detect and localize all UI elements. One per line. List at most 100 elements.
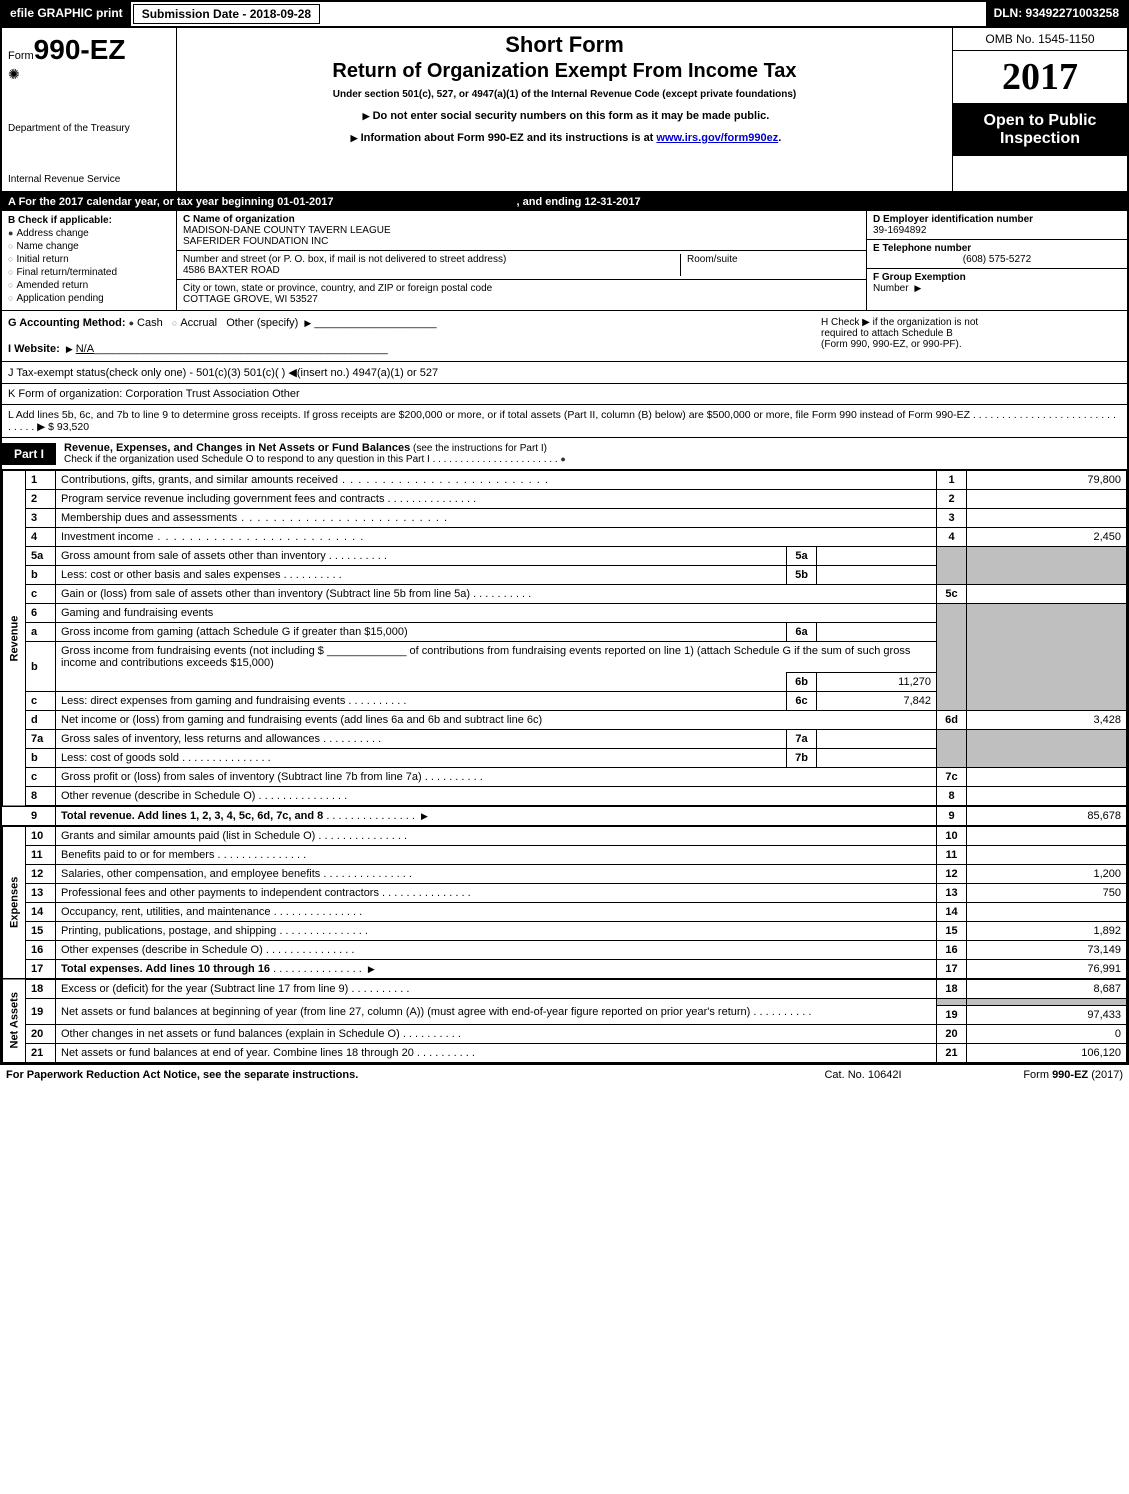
footer-right: Form 990-EZ (2017): [963, 1069, 1123, 1081]
line-10-value: [967, 826, 1127, 846]
dept-treasury: Department of the Treasury: [8, 123, 170, 134]
footer-left: For Paperwork Reduction Act Notice, see …: [6, 1069, 763, 1081]
section-c-label: C Name of organization: [183, 214, 860, 225]
part-i-sub: (see the instructions for Part I): [410, 443, 547, 454]
line-3-value: [967, 509, 1127, 528]
schedule-o-check[interactable]: [560, 454, 568, 465]
table-row: 8 Other revenue (describe in Schedule O)…: [3, 787, 1127, 807]
line-8-value: [967, 787, 1127, 807]
website-value: N/A: [76, 343, 94, 355]
line-5b-value: [817, 566, 937, 585]
check-initial-return[interactable]: Initial return: [8, 254, 170, 265]
line-18-value: 8,687: [967, 979, 1127, 999]
table-row: Net Assets 18 Excess or (deficit) for th…: [3, 979, 1127, 999]
check-application-pending[interactable]: Application pending: [8, 293, 170, 304]
line-12-value: 1,200: [967, 865, 1127, 884]
part-i-table: Revenue 1 Contributions, gifts, grants, …: [2, 470, 1127, 1063]
section-h: H Check ▶ if the organization is not req…: [821, 317, 1121, 355]
table-row: c Gain or (loss) from sale of assets oth…: [3, 585, 1127, 604]
table-row: 13 Professional fees and other payments …: [3, 884, 1127, 903]
form-number: 990-EZ: [34, 34, 126, 65]
page-footer: For Paperwork Reduction Act Notice, see …: [0, 1065, 1129, 1085]
table-row: 6 Gaming and fundraising events: [3, 604, 1127, 623]
check-address-change[interactable]: Address change: [8, 228, 170, 239]
table-row: 20 Other changes in net assets or fund b…: [3, 1025, 1127, 1044]
check-name-change[interactable]: Name change: [8, 241, 170, 252]
line-6c-value: 7,842: [817, 692, 937, 711]
section-f-label: F Group Exemption: [873, 272, 966, 283]
org-name-1: MADISON-DANE COUNTY TAVERN LEAGUE: [183, 225, 860, 236]
line-6b-value: 11,270: [817, 673, 937, 692]
table-row: 16 Other expenses (describe in Schedule …: [3, 941, 1127, 960]
line-13-value: 750: [967, 884, 1127, 903]
table-row: 11 Benefits paid to or for members 11: [3, 846, 1127, 865]
line-6a-value: [817, 623, 937, 642]
return-title: Return of Organization Exempt From Incom…: [185, 60, 944, 83]
line-2-value: [967, 490, 1127, 509]
section-g: G Accounting Method: Cash Accrual Other …: [8, 317, 821, 329]
ein-value: 39-1694892: [873, 225, 1121, 236]
dln-label: DLN: 93492271003258: [986, 2, 1127, 26]
line-4-value: 2,450: [967, 528, 1127, 547]
table-row: d Net income or (loss) from gaming and f…: [3, 711, 1127, 730]
table-row: 14 Occupancy, rent, utilities, and maint…: [3, 903, 1127, 922]
org-name-2: SAFERIDER FOUNDATION INC: [183, 236, 860, 247]
tax-year: 2017: [953, 51, 1127, 104]
line-7b-value: [817, 749, 937, 768]
table-row: 15 Printing, publications, postage, and …: [3, 922, 1127, 941]
netassets-sidelabel: Net Assets: [3, 979, 26, 1063]
check-final-return[interactable]: Final return/terminated: [8, 267, 170, 278]
line-6d-value: 3,428: [967, 711, 1127, 730]
top-bar: efile GRAPHIC print Submission Date - 20…: [2, 2, 1127, 28]
table-row: 2 Program service revenue including gove…: [3, 490, 1127, 509]
line-9-value: 85,678: [967, 806, 1127, 826]
check-amended-return[interactable]: Amended return: [8, 280, 170, 291]
section-a-taxyear: A For the 2017 calendar year, or tax yea…: [2, 193, 1127, 211]
phone-value: (608) 575-5272: [873, 254, 1121, 265]
line-7a-value: [817, 730, 937, 749]
form-word: Form: [8, 50, 34, 62]
info-link-line: Information about Form 990-EZ and its in…: [185, 132, 944, 144]
part-i-title: Revenue, Expenses, and Changes in Net As…: [64, 442, 410, 454]
part-i-header: Part I Revenue, Expenses, and Changes in…: [2, 438, 1127, 470]
section-i: I Website: N/A__________________________…: [8, 343, 821, 355]
check-cash[interactable]: Cash: [129, 317, 163, 329]
open-to-public: Open to Public Inspection: [953, 104, 1127, 156]
table-row: 3 Membership dues and assessments 3: [3, 509, 1127, 528]
expenses-sidelabel: Expenses: [3, 826, 26, 979]
room-label: Room/suite: [687, 254, 860, 265]
line-5a-value: [817, 547, 937, 566]
street-value: 4586 BAXTER ROAD: [183, 265, 680, 276]
ssn-warning: Do not enter social security numbers on …: [185, 110, 944, 122]
line-17-value: 76,991: [967, 960, 1127, 980]
table-row: 19 Net assets or fund balances at beginn…: [3, 999, 1127, 1006]
identity-block: B Check if applicable: Address change Na…: [2, 211, 1127, 311]
section-d-label: D Employer identification number: [873, 214, 1121, 225]
table-row: 7a Gross sales of inventory, less return…: [3, 730, 1127, 749]
submission-date: Submission Date - 2018-09-28: [133, 4, 320, 24]
table-row: 5a Gross amount from sale of assets othe…: [3, 547, 1127, 566]
table-row: 12 Salaries, other compensation, and emp…: [3, 865, 1127, 884]
part-i-tag: Part I: [2, 443, 56, 465]
section-ghi: G Accounting Method: Cash Accrual Other …: [2, 311, 1127, 362]
irs-eagle-icon: ✺: [8, 66, 170, 83]
form-header: Form990-EZ ✺ Department of the Treasury …: [2, 28, 1127, 193]
table-row: 21 Net assets or fund balances at end of…: [3, 1044, 1127, 1063]
irs-link[interactable]: www.irs.gov/form990ez: [656, 132, 778, 144]
section-e-label: E Telephone number: [873, 243, 1121, 254]
check-accrual[interactable]: Accrual: [172, 317, 217, 329]
city-value: COTTAGE GROVE, WI 53527: [183, 294, 860, 305]
section-j: J Tax-exempt status(check only one) - 50…: [2, 362, 1127, 384]
omb-number: OMB No. 1545-1150: [953, 28, 1127, 51]
city-label: City or town, state or province, country…: [183, 283, 860, 294]
short-form-title: Short Form: [185, 32, 944, 58]
efile-label: efile GRAPHIC print: [2, 2, 131, 26]
line-7c-value: [967, 768, 1127, 787]
footer-catno: Cat. No. 10642I: [763, 1069, 963, 1081]
line-16-value: 73,149: [967, 941, 1127, 960]
arrow-icon: [911, 283, 924, 294]
section-c-org: C Name of organization MADISON-DANE COUN…: [177, 211, 867, 310]
table-row: 4 Investment income 4 2,450: [3, 528, 1127, 547]
return-subtitle: Under section 501(c), 527, or 4947(a)(1)…: [185, 89, 944, 100]
section-b-title: B Check if applicable:: [8, 215, 170, 226]
